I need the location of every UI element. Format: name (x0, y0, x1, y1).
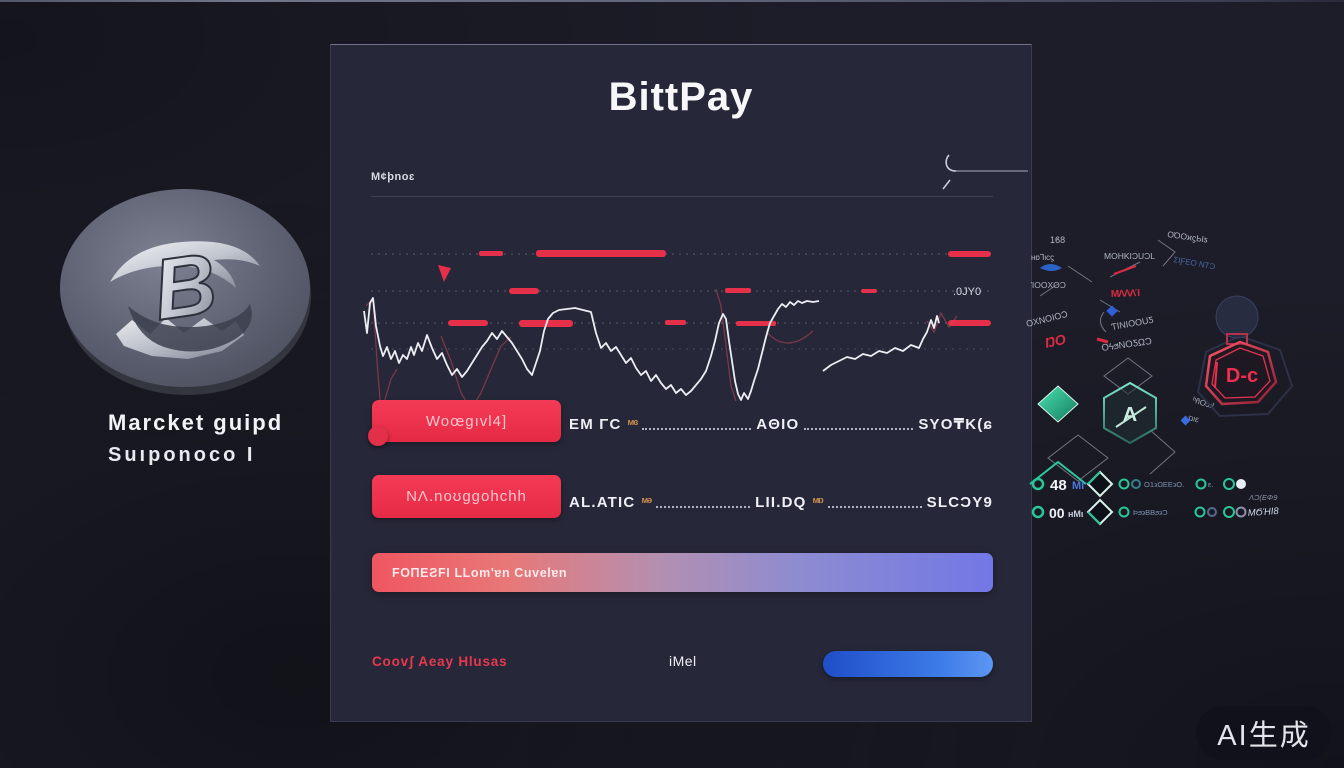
row2-right-label: SLCϽY9 (926, 493, 994, 511)
label-ooxo: ΊΟΟΧΟϽ (1030, 280, 1066, 290)
badge-label: D-c (1226, 365, 1258, 387)
corner-bracket-icon (942, 154, 1028, 190)
price-chart: .0JY0 (363, 250, 993, 403)
stats-side-note: ΛϽ(ΕΦ9 (1248, 493, 1278, 502)
gradient-progress-button[interactable]: FOΠEƧFI LLom'ɐn Cuvelɐn (372, 553, 993, 592)
confirm-blue-button[interactable] (823, 651, 993, 677)
chart-right-label: .0JY0 (953, 286, 981, 298)
info-row-2: AL.ATIC ᴍə LII.DQ ᴍɒ SLCϽY9 (569, 489, 993, 515)
red-arrow-mark (1113, 265, 1137, 275)
stat-extra-text: ᴇ. (1208, 482, 1213, 489)
row2-left-label: AL.ATIC (569, 493, 636, 511)
label-tinio: ƬΙΝΙΟΟUƼ (1111, 315, 1155, 332)
blue-diamond-dot (1180, 415, 1191, 426)
status-ring-icon (1194, 506, 1206, 518)
network-wireframe (1039, 239, 1176, 482)
stat-number: 48 (1050, 477, 1067, 494)
top-highlight-line (0, 0, 1344, 2)
stat-tiny-text: Ϸϧ϶ΒΒϧ϶Ͻ (1133, 508, 1168, 517)
label-mohki: MOHKIƆUƆL (1104, 251, 1155, 261)
red-dot-indicator (368, 426, 388, 446)
coin-swirl-top (110, 241, 260, 288)
status-ring-icon (1131, 479, 1141, 489)
gradient-bar-label: FOΠEƧFI LLom'ɐn Cuvelɐn (392, 565, 568, 580)
filled-dot-icon (1236, 479, 1246, 489)
label-small-blue: ΏΙƐ (1187, 415, 1200, 425)
coin-swirl-shadow (128, 304, 252, 352)
label-1b8: 1ϐ8 (1050, 235, 1065, 245)
brand-title: Marcket guiрd (108, 410, 284, 435)
dotted-leader (656, 497, 751, 508)
row1-left-label: EM ΓC (569, 415, 622, 433)
page-title: BittPay (608, 75, 754, 119)
status-ring-icon (1207, 507, 1217, 517)
stat-number: 00 (1049, 505, 1065, 521)
label-blue-faint: ΣΙƑΕΟ ΝΤϽ (1173, 255, 1216, 271)
form-field-label: M¢ϸnoɛ (371, 171, 415, 183)
label-osno: ΟϟϧΝΟƼΩϽ (1101, 336, 1153, 354)
footer-center-text: iMel (669, 653, 697, 669)
coin-letter: B (148, 235, 223, 339)
teal-diamond-icon (1037, 385, 1079, 423)
stat-unit: ʜΜι (1068, 509, 1084, 519)
stat-tiny-text: Ο1϶ΩΕΕ϶Ο. (1144, 480, 1184, 489)
stats-row-1: 48 ΜΙ Ο1϶ΩΕΕ϶Ο. ᴇ. (1031, 470, 1246, 498)
status-ring-icon (1118, 506, 1130, 518)
brand-subtitle: Suıponoco I (108, 444, 256, 466)
stat-handwriting: ΜϬΉΙ8 (1247, 506, 1279, 519)
stat-unit: ΜΙ (1072, 480, 1084, 492)
blue-diamond-dot (1106, 305, 1118, 317)
dotted-leader (827, 497, 922, 508)
row1-right-label: SYO₸K(ɕ (918, 416, 993, 433)
label-holick: нɒ⅂ιϲϛ (1031, 253, 1054, 262)
secondary-red-button[interactable]: NɅ.noʊggohchh (372, 475, 561, 518)
label-red-zigzag: ΜΛΛΛΊ (1111, 288, 1141, 300)
badge-top-circle (1215, 295, 1259, 339)
field-divider-line (371, 196, 993, 197)
ai-generated-watermark: AI生成 (1196, 706, 1332, 760)
dotted-leader (804, 419, 914, 430)
status-ring-icon (1031, 505, 1045, 519)
status-ring-icon (1118, 478, 1130, 490)
chart-white-line (363, 297, 940, 401)
row1-mid-label: AΘIO (756, 415, 800, 433)
stats-row-2: 00 ʜΜι Ϸϧ϶ΒΒϧ϶Ͻ ΜϬΉΙ8 (1031, 498, 1280, 526)
primary-red-button[interactable]: Woœgıvl4] (372, 400, 561, 442)
red-dash-mark (1096, 337, 1109, 344)
accent-marks (1029, 264, 1191, 485)
blockchain-network-graphic: 1ϐ8 нɒ⅂ιϲϛ MOHKIƆUƆL ΟΌΟϰϛЫƽ ΊΟΟΧΟϽ ΟΧΝΟ… (1025, 229, 1294, 526)
footer-warning-text: Coovʃ Aeay Hlusas (372, 654, 508, 669)
blue-swoosh-icon (1040, 264, 1062, 271)
brand-coin-logo: B (60, 189, 311, 395)
diamond-icon (1086, 498, 1114, 526)
diamond-icon (1086, 470, 1114, 498)
status-ring-icon (1235, 506, 1247, 518)
chart-gridlines (371, 253, 993, 350)
row2-tick-mark: ᴍə (641, 495, 652, 505)
status-ring-icon (1031, 477, 1045, 491)
chart-red-dashes (438, 250, 991, 327)
label-red-no: ŊΟ (1043, 331, 1067, 351)
label-curved: ΟΌΟϰϛЫƽ (1167, 229, 1209, 245)
hexagon-token-icon: A (1103, 381, 1157, 445)
status-ring-icon (1223, 478, 1235, 490)
row1-tick-mark: ᴍɞ (627, 417, 639, 427)
payment-panel: BittPay M¢ϸnoɛ (330, 44, 1032, 722)
info-row-1: EM ΓC ᴍɞ AΘIO SYO₸K(ɕ (569, 411, 993, 437)
label-oxnoio: ΟΧΝΟΙΟϽ (1025, 309, 1069, 329)
status-ring-icon (1195, 478, 1207, 490)
teal-edge-lines (1029, 460, 1087, 485)
status-ring-icon (1223, 506, 1235, 518)
watermark-text: AI生成 (1217, 720, 1311, 752)
row2-tick-mark-2: ᴍɒ (812, 495, 823, 505)
row2-mid-label: LII.DQ (755, 493, 807, 511)
dotted-leader (642, 419, 752, 430)
dc-hexagon-badge: D-c (1196, 295, 1294, 418)
chart-red-line (365, 288, 958, 403)
